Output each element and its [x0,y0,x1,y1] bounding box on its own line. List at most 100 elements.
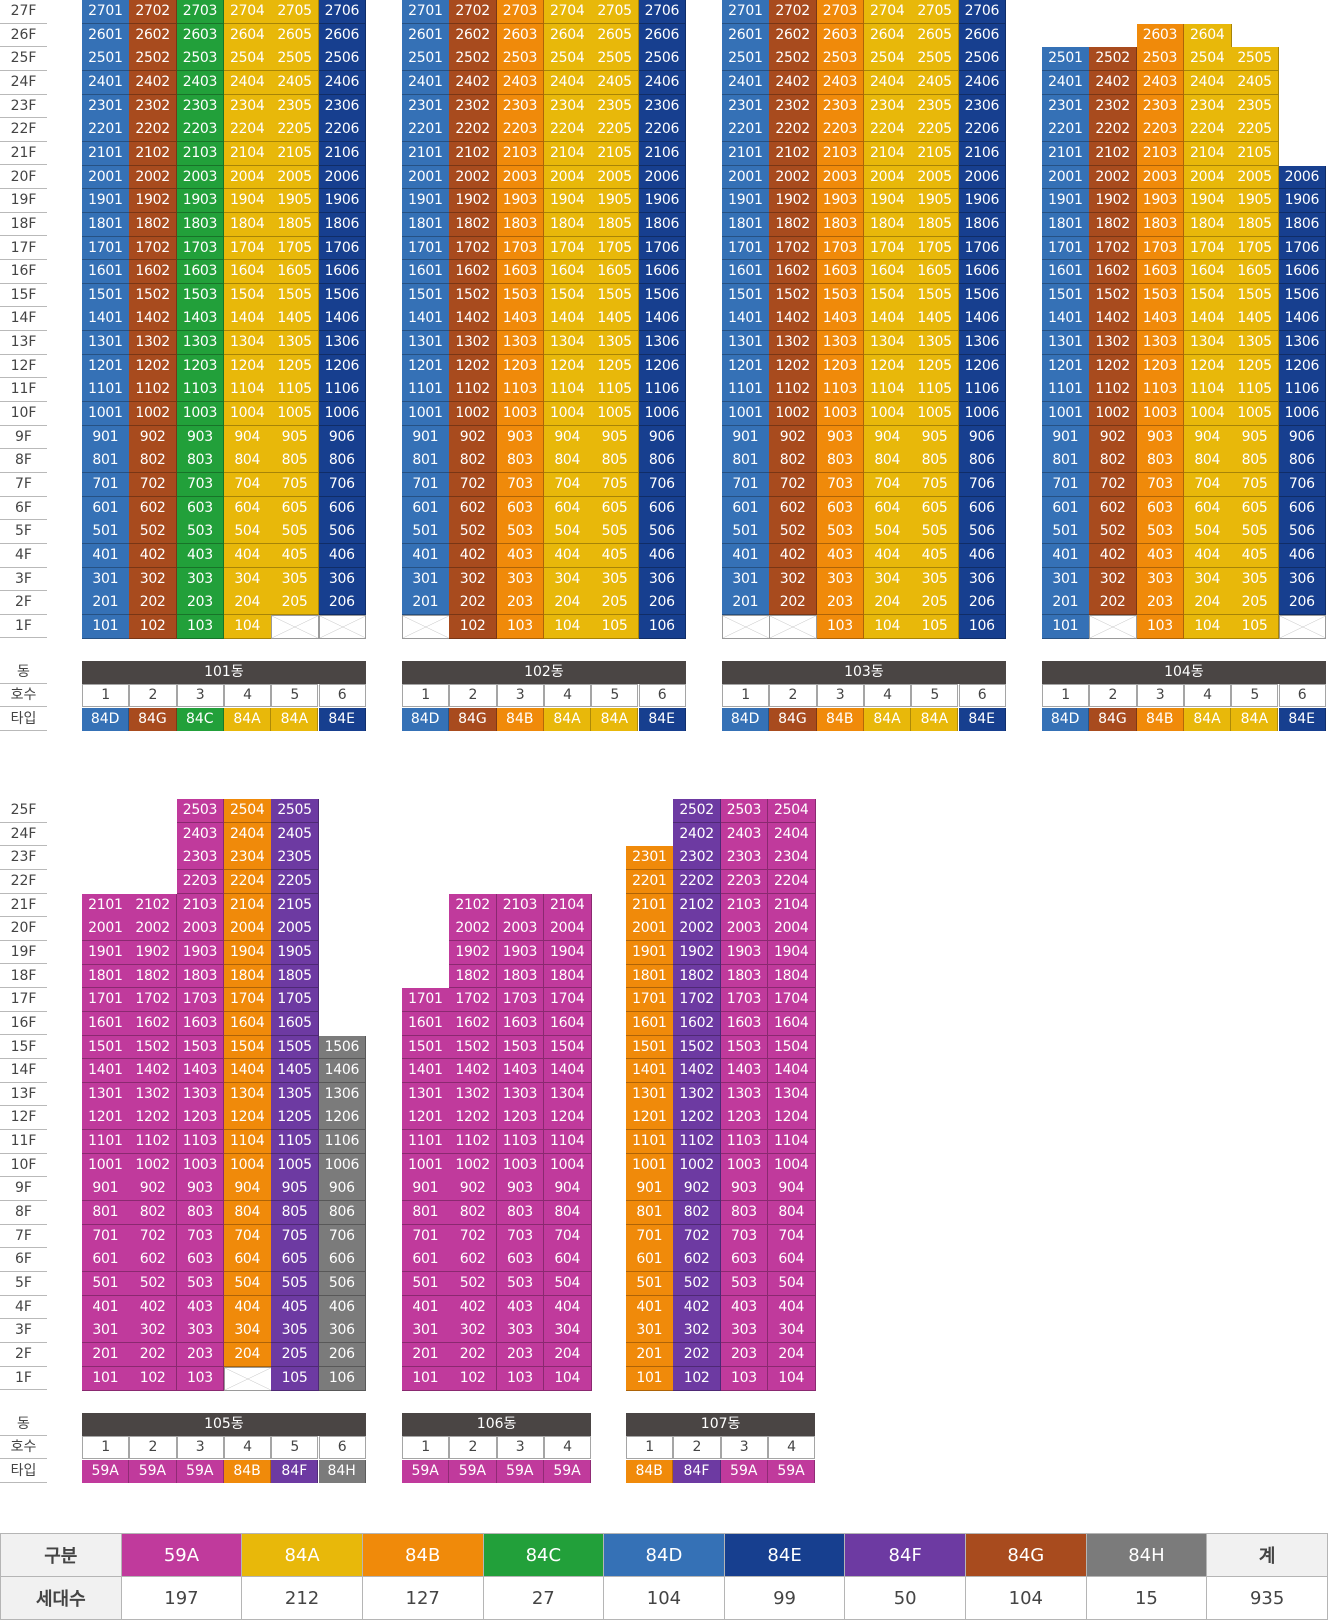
unit-cell: 1901 [626,940,674,965]
unit-cell: 806 [958,449,1007,474]
floor-label: 3F [0,1319,47,1343]
unit-cell: 1406 [318,1059,367,1084]
unit-cell: 101 [82,1366,130,1391]
unit-cell: 1402 [769,307,817,332]
floor-label: 12F [0,355,47,379]
unit-cell: 1502 [1089,283,1137,308]
unit-cell: 405 [271,543,319,568]
unit-cell: 2403 [496,70,545,95]
unit-cell: 1906 [958,189,1007,214]
unit-cell: 1105 [271,378,319,403]
unit-cell: 605 [1231,496,1279,521]
unit-cell: 1705 [271,988,319,1013]
unit-cell: 903 [720,1177,769,1202]
unit-cell: 401 [82,543,130,568]
unit-cell: 806 [1278,449,1327,474]
unit-cell: 2606 [958,23,1007,48]
unit-cell: 1604 [223,260,272,285]
unit-cell: 1604 [863,260,912,285]
unit-cell: 1804 [767,964,816,989]
unit-cell: 2701 [402,0,450,24]
unit-cell: 504 [223,520,272,545]
unit-position-number: 5 [271,684,319,708]
unit-cell: 1302 [449,1082,497,1107]
unit-cell: 2305 [1231,94,1279,119]
floor-label: 19F [0,941,47,965]
unit-position-number: 3 [1136,684,1184,708]
unit-cell: 2304 [543,94,592,119]
unit-cell: 1804 [223,964,272,989]
unit-cell: 401 [402,543,450,568]
unit-cell: 1704 [223,236,272,261]
unit-cell: 502 [673,1272,721,1296]
unit-cell: 1404 [223,1059,272,1084]
unit-cell: 202 [1089,591,1137,616]
unit-cell: 402 [769,543,817,568]
unit-cell: 202 [449,591,497,616]
unit-cell: 1703 [176,988,225,1013]
unit-cell: 106 [318,1366,367,1391]
unit-cell: 1504 [863,283,912,308]
unit-cell: 1404 [223,307,272,332]
unit-cell: 801 [626,1201,674,1225]
unit-cell: 801 [82,1201,130,1225]
unit-cell: 1604 [223,1011,272,1036]
unit-cell: 2403 [720,822,769,847]
unit-cell: 2101 [626,893,674,918]
legend-count-84e: 99 [723,1576,846,1620]
unit-cell: 304 [543,567,592,592]
unit-cell: 2503 [720,799,769,823]
legend-count-84b: 127 [361,1576,484,1620]
unit-cell: 206 [638,591,687,616]
unit-cell: 1505 [271,283,319,308]
unit-cell: 904 [223,1177,272,1202]
unit-cell: 2601 [402,23,450,48]
unit-cell: 1803 [720,964,769,989]
unit-cell: 1802 [769,212,817,237]
unit-cell: 1502 [449,283,497,308]
unit-cell: 606 [1278,496,1327,521]
unit-cell: 1004 [543,1153,592,1178]
unit-cell: 501 [82,520,130,545]
unit-cell: 2402 [769,70,817,95]
unit-cell: 802 [129,1201,177,1225]
unit-cell: 2104 [543,141,592,166]
unit-cell: 1506 [318,1035,367,1060]
unit-cell: 2001 [402,165,450,190]
unit-position-number: 6 [958,684,1006,708]
unit-cell: 901 [722,425,770,450]
unit-cell: 706 [958,473,1007,497]
unit-cell: 1502 [129,1035,177,1060]
unit-cell: 1001 [722,402,770,426]
floor-label: 21F [0,142,47,166]
unit-type-cell: 59A [176,1459,224,1483]
unit-cell: 204 [543,1342,592,1367]
unit-cell: 106 [638,614,687,639]
unit-cell: 2201 [82,118,130,143]
unit-cell: 1406 [1278,307,1327,332]
unit-cell: 2602 [769,23,817,48]
unit-cell: 2406 [958,70,1007,95]
unit-cell: 103 [176,1366,225,1391]
legend-total-value: 935 [1206,1576,1328,1620]
unit-cell: 1206 [318,1106,367,1131]
unit-cell: 2503 [816,47,865,72]
unit-cell: 1304 [767,1082,816,1107]
unit-cell: 802 [449,449,497,474]
unit-position-number: 1 [722,684,770,708]
unit-cell: 2002 [1089,165,1137,190]
unit-cell: 2306 [638,94,687,119]
unit-type-cell: 59A [449,1459,497,1483]
unit-cell: 1001 [1042,402,1090,426]
unit-cell: 1402 [129,1059,177,1084]
unit-cell: 1702 [769,236,817,261]
unit-cell: 406 [958,543,1007,568]
floor-label: 24F [0,71,47,95]
unit-cell: 1605 [591,260,639,285]
unit-cell: 1001 [82,1153,130,1178]
unit-cell: 1601 [82,260,130,285]
unit-cell: 1204 [223,354,272,379]
unit-cell: 202 [673,1342,721,1367]
unit-position-number: 1 [82,1436,130,1460]
